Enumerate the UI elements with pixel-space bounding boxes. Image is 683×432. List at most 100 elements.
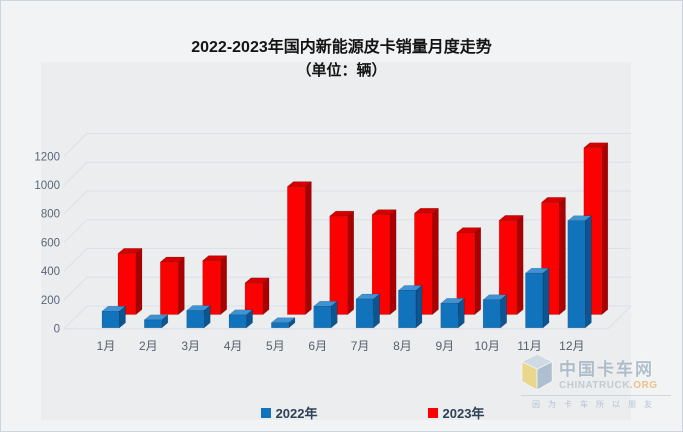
legend-item-2023年: 2023年 xyxy=(427,403,485,422)
bar-2023年-9月 xyxy=(456,227,482,316)
bar-side-face xyxy=(262,277,270,316)
x-category-label: 2月 xyxy=(139,339,158,353)
bar-front-face xyxy=(371,214,391,315)
bar-2023年-11月 xyxy=(540,196,567,316)
bar-front-face xyxy=(186,310,205,329)
bar-2022年-5月 xyxy=(270,317,296,329)
y-tick-label: 200 xyxy=(41,295,60,307)
chart-title-line2: （单位：辆） xyxy=(296,62,387,79)
watermark: 中国卡车网 CHINATRUCK.ORG 因为卡车所以朋友 xyxy=(521,353,671,410)
bar-side-face xyxy=(474,227,482,316)
gridline xyxy=(63,219,631,243)
bar-2022年-7月 xyxy=(355,293,381,329)
bar-2022年-12月 xyxy=(567,215,593,329)
y-tick-label: 1200 xyxy=(34,151,60,163)
bar-side-face xyxy=(585,215,592,329)
bar-side-face xyxy=(516,214,524,316)
x-category-label: 8月 xyxy=(393,339,412,353)
floor-edge xyxy=(64,305,632,330)
bar-2023年-1月 xyxy=(117,247,143,316)
bar-front-face xyxy=(482,299,501,329)
bar-2023年-6月 xyxy=(329,210,355,316)
bar-front-face xyxy=(567,220,586,329)
gridline xyxy=(63,133,631,157)
y-tick-label: 400 xyxy=(41,266,60,278)
bar-2023年-10月 xyxy=(498,214,524,316)
x-category-label: 4月 xyxy=(224,339,243,353)
bar-front-face xyxy=(525,272,544,329)
bar-2023年-3月 xyxy=(202,255,228,316)
bar-2022年-8月 xyxy=(397,284,423,329)
bar-front-face xyxy=(244,282,264,315)
y-tick-label: 1000 xyxy=(34,180,60,192)
legend-label: 2022年 xyxy=(275,406,318,421)
bar-side-face xyxy=(500,294,507,329)
bar-side-face xyxy=(601,142,609,316)
chart-title-line1: 2022-2023年国内新能源皮卡销量月度走势 xyxy=(191,39,492,56)
bar-front-face xyxy=(117,253,137,315)
bar-side-face xyxy=(559,196,566,316)
x-category-label: 3月 xyxy=(181,339,200,353)
gridline xyxy=(63,190,631,215)
bar-2023年-2月 xyxy=(159,256,186,316)
watermark-slogan: 因为卡车所以朋友 xyxy=(532,400,660,409)
legend-label: 2023年 xyxy=(442,406,485,421)
watermark-site: CHINATRUCK.ORG xyxy=(559,380,658,391)
bar-side-face xyxy=(542,267,550,329)
bar-side-face xyxy=(432,207,439,316)
bar-side-face xyxy=(220,255,227,316)
gridline xyxy=(63,161,631,186)
bar-front-face xyxy=(440,303,459,329)
y-tick-label: 600 xyxy=(41,237,60,249)
bar-2022年-9月 xyxy=(440,297,465,329)
bar-2022年-1月 xyxy=(101,305,127,329)
bar-2023年-7月 xyxy=(371,209,397,316)
bar-side-face xyxy=(415,284,423,329)
bar-side-face xyxy=(178,256,185,316)
x-category-label: 12月 xyxy=(559,339,584,353)
watermark-brand: 中国卡车网 xyxy=(559,360,654,379)
x-category-label: 7月 xyxy=(351,339,370,353)
bar-side-face xyxy=(458,297,465,329)
x-category-label: 6月 xyxy=(308,339,327,353)
bar-2022年-10月 xyxy=(482,294,508,329)
bar-2022年-2月 xyxy=(143,314,169,329)
bar-2022年-11月 xyxy=(524,267,550,329)
legend-item-2022年: 2022年 xyxy=(260,403,318,422)
y-tick-label: 800 xyxy=(41,209,60,221)
bar-front-face xyxy=(160,261,179,315)
chart-title: 2022-2023年国内新能源皮卡销量月度走势 （单位：辆） xyxy=(1,36,682,82)
legend-swatch xyxy=(427,407,438,418)
legend-swatch xyxy=(260,407,271,418)
bar-2022年-4月 xyxy=(228,309,254,329)
bar-front-face xyxy=(313,305,332,329)
watermark-divider xyxy=(521,395,671,396)
y-tick-label: 0 xyxy=(54,324,60,336)
bar-front-face xyxy=(456,232,476,315)
bar-side-face xyxy=(305,181,312,316)
bar-side-face xyxy=(373,293,380,329)
x-category-label: 10月 xyxy=(474,339,499,353)
bar-side-face xyxy=(347,210,354,316)
bar-front-face xyxy=(271,322,290,329)
x-category-label: 9月 xyxy=(435,339,454,353)
bar-2023年-5月 xyxy=(286,181,313,316)
chart-legend: 2022年 2023年 xyxy=(31,403,682,422)
bar-side-face xyxy=(135,247,143,316)
bar-front-face xyxy=(144,319,163,329)
bar-front-face xyxy=(498,220,518,315)
x-category-label: 11月 xyxy=(517,339,541,353)
bar-side-face xyxy=(331,300,338,329)
chinatruck-logo-icon xyxy=(521,353,554,391)
watermark-site-suffix: .ORG xyxy=(629,380,658,391)
x-category-label: 1月 xyxy=(97,339,116,353)
bar-front-face xyxy=(101,311,120,329)
x-category-label: 5月 xyxy=(266,339,285,353)
bar-2022年-6月 xyxy=(313,300,338,329)
bar-front-face xyxy=(398,290,417,329)
bar-front-face xyxy=(228,314,247,329)
gridline xyxy=(63,248,631,272)
bar-2022年-3月 xyxy=(186,305,211,329)
